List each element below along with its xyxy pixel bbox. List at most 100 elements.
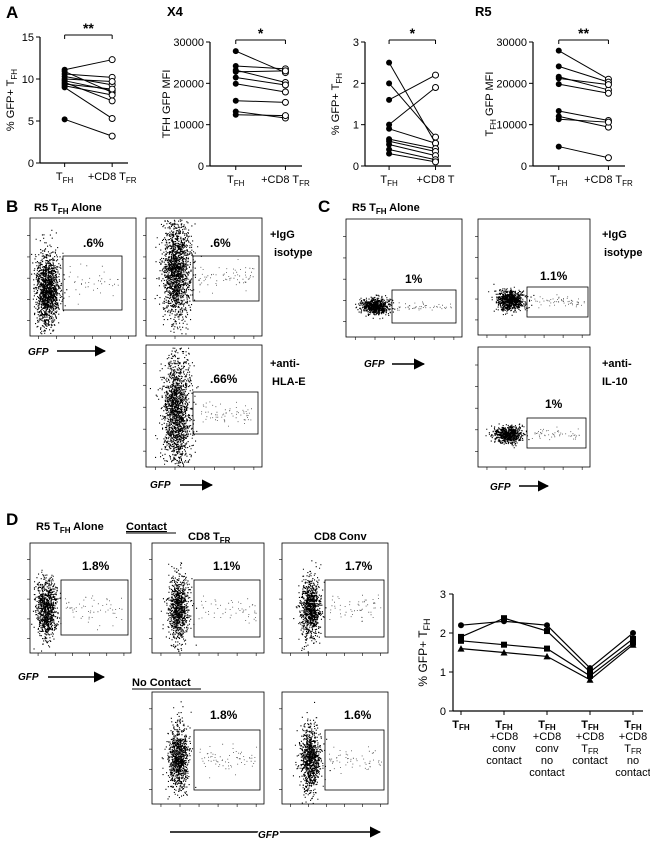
a2-sig-label: * [258,25,264,41]
flow-plot-b-hla-e [143,344,263,470]
a1-y-tick-label: 15 [22,32,34,44]
a4-point-before [555,63,562,70]
a3-point-after [432,158,440,166]
flow-gate [391,289,457,324]
flow-negative-population [292,701,331,804]
a3-point-after [432,71,440,79]
d-marker-circle [630,630,636,636]
a4-point-before [555,108,562,115]
d-marker-triangle [543,652,551,660]
panel-letter-b: B [6,197,18,216]
a1-x-tick-label: TFH [56,171,74,185]
a1-point-after [108,78,116,86]
flow-negative-population [149,347,199,467]
b-igg-label: +IgG [270,229,295,241]
a2-pair-line [235,65,286,70]
d-x-tick-label: +CD8 [533,731,561,743]
d-pct-nc-conv: 1.6% [344,708,372,722]
d-title: R5 TFH Alone [36,521,104,535]
a3-y-tick-label: 1 [353,120,359,132]
a4-point-after [604,154,612,162]
d-y-tick-label: 3 [440,589,446,601]
b-anti-label: +anti- [270,358,300,370]
a4-point-after [604,118,612,126]
flow-negative-population [293,560,327,653]
c-gfp-axis-label-2: GFP [490,482,511,493]
d-marker-square [501,615,507,622]
a2-y-tick-label: 30000 [173,37,204,49]
d-x-tick-label: conv [535,743,559,755]
d-marker-triangle [500,649,508,656]
d-pct-nc-tfr: 1.8% [210,708,238,722]
d-marker-square [544,628,550,635]
d-pct-tfr: 1.1% [213,559,241,573]
a1-y-axis-label: % GFP+ TFH [5,69,19,131]
a2-point-after [281,81,289,89]
a3-point-before [386,125,393,132]
a4-x-tick-label: +CD8 TFR [584,174,633,188]
flow-gfp-positive-events [198,595,257,624]
a1-y-tick-label: 0 [28,158,34,170]
d-x-tick-label: +CD8 [619,731,647,743]
a3-point-before [386,141,393,148]
d-marker-square [458,633,464,640]
flow-plot-d-nocontact-tfr [149,691,265,807]
flow-negative-population [161,701,197,800]
flow-plot-d-contact-conv [279,542,389,656]
a2-point-before [232,97,239,104]
d-y-tick-label: 0 [440,706,446,718]
flow-negative-population [488,283,535,316]
d-y-tick-label: 1 [440,667,446,679]
a2-point-after [281,67,289,75]
a1-x-tick-label: +CD8 TFR [88,171,137,185]
a3-pair-line [388,83,436,138]
d-x-tick-label: no [541,755,553,767]
d-x-tick-label: conv [492,743,516,755]
a3-pair-line [388,74,436,101]
a4-y-axis-label: TFH GFP MFI [484,72,498,137]
a3-point-before [386,59,393,66]
a2-point-before [232,68,239,75]
d-x-tick-label: +CD8 [490,731,518,743]
flow-plot-b-alone [27,217,137,339]
a1-point-after [108,97,116,105]
plot-a3-percent-gfp: 0 1 2 3 TFH +CD8 T % GFP+ TFH * [330,25,455,188]
a3-x-tick-label: +CD8 T [417,174,455,186]
a4-pair-line [558,110,609,122]
a2-point-after [281,88,289,96]
d-marker-square [587,672,593,679]
a3-pair-line [388,144,436,157]
c-title: R5 TFH Alone [352,202,420,216]
flow-gate [193,579,261,638]
a4-pair-line [558,65,609,83]
a2-pair-line [235,70,286,73]
plot-a2-x4-mfi: 0 10000 20000 30000 TFH +CD8 TFR TFH GFP MFI * [161,25,310,188]
b-pct-alone: .6% [83,236,104,250]
d-marker-square [501,641,507,648]
c-pct-igg: 1.1% [540,269,568,283]
d-pct-alone: 1.8% [82,559,110,573]
a2-pair-line [235,50,286,74]
d-y-tick-label: 2 [440,628,446,640]
a3-pair-line [388,140,436,153]
d-gfp-axis-label: GFP [18,672,39,683]
a3-pair-line [388,153,436,163]
a2-point-before [232,62,239,69]
a1-y-tick-label: 5 [28,116,34,128]
flow-gfp-positive-events [199,743,257,779]
flow-gfp-positive-events [199,259,255,294]
a3-point-after [432,133,440,141]
a2-pair-line [235,114,286,117]
c-pct-alone: 1% [405,272,423,286]
d-x-tick-label: no [627,755,639,767]
a1-point-after [108,91,116,99]
a2-x-tick-label: TFH [227,174,245,188]
a2-y-tick-label: 20000 [173,78,204,90]
d-y-axis-label: % GFP+ TFH [416,618,432,686]
flow-negative-population [355,294,396,320]
a1-sig-label: ** [83,20,94,36]
flow-gate [324,729,385,791]
b-hla-e-label: HLA-E [272,376,306,388]
flow-negative-population [31,569,62,652]
b-pct-hla: .66% [210,372,238,386]
